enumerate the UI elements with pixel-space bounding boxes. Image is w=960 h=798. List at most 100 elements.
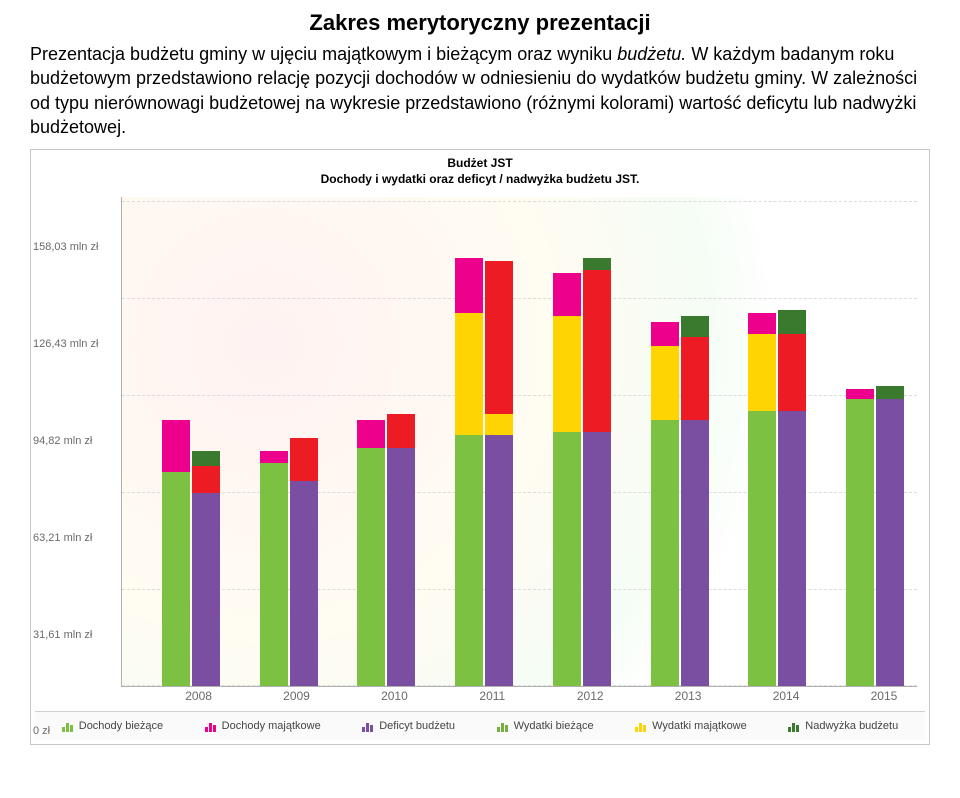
bar-segment bbox=[748, 334, 776, 411]
y-tick-label: 158,03 mln zł bbox=[33, 241, 119, 253]
bar-segment bbox=[455, 313, 483, 436]
legend: Dochody bieżąceDochody majątkoweDeficyt … bbox=[35, 711, 925, 740]
stacked-bar[interactable] bbox=[387, 414, 415, 687]
legend-swatch-icon bbox=[788, 721, 799, 732]
bar-segment bbox=[876, 399, 904, 687]
chart-container: Budżet JST Dochody i wydatki oraz deficy… bbox=[30, 149, 930, 745]
chart-title: Budżet JST Dochody i wydatki oraz deficy… bbox=[31, 150, 929, 191]
chart-title-line2: Dochody i wydatki oraz deficyt / nadwyżk… bbox=[31, 172, 929, 188]
gridline bbox=[122, 201, 917, 202]
legend-swatch-icon bbox=[497, 721, 508, 732]
bar-segment bbox=[778, 411, 806, 687]
legend-label: Wydatki majątkowe bbox=[652, 720, 747, 732]
legend-swatch-icon bbox=[635, 721, 646, 732]
bar-segment bbox=[553, 316, 581, 432]
bar-segment bbox=[260, 451, 288, 463]
x-axis-labels: 20082009201020112012201320142015 bbox=[121, 687, 917, 707]
bar-segment bbox=[162, 420, 190, 472]
legend-label: Deficyt budżetu bbox=[379, 720, 455, 732]
y-tick-label: 0 zł bbox=[33, 725, 119, 737]
x-tick-label: 2010 bbox=[381, 689, 408, 703]
stacked-bar[interactable] bbox=[846, 389, 874, 686]
bar-segment bbox=[290, 438, 318, 481]
bar-segment bbox=[553, 273, 581, 316]
bar-group bbox=[260, 438, 336, 686]
bar-segment bbox=[651, 346, 679, 420]
stacked-bar[interactable] bbox=[583, 258, 611, 687]
bar-group bbox=[455, 258, 531, 687]
y-tick-label: 31,61 mln zł bbox=[33, 629, 119, 641]
legend-label: Nadwyżka budżetu bbox=[805, 720, 898, 732]
bar-segment bbox=[260, 463, 288, 687]
x-tick-label: 2009 bbox=[283, 689, 310, 703]
intro-italic: budżetu. bbox=[617, 44, 691, 64]
chart-title-line1: Budżet JST bbox=[31, 156, 929, 172]
bar-segment bbox=[357, 420, 385, 448]
x-tick-label: 2012 bbox=[577, 689, 604, 703]
stacked-bar[interactable] bbox=[485, 261, 513, 687]
bar-segment bbox=[192, 493, 220, 686]
stacked-bar[interactable] bbox=[681, 316, 709, 687]
y-tick-label: 126,43 mln zł bbox=[33, 338, 119, 350]
bar-segment bbox=[455, 258, 483, 313]
legend-label: Wydatki bieżące bbox=[514, 720, 594, 732]
bar-segment bbox=[583, 432, 611, 686]
bar-segment bbox=[485, 261, 513, 414]
legend-item[interactable]: Nadwyżka budżetu bbox=[780, 718, 906, 734]
bar-segment bbox=[876, 386, 904, 398]
bar-group bbox=[553, 258, 629, 687]
bar-segment bbox=[846, 399, 874, 687]
bar-segment bbox=[192, 466, 220, 494]
stacked-bar[interactable] bbox=[651, 322, 679, 686]
stacked-bar[interactable] bbox=[778, 310, 806, 687]
plot-area bbox=[121, 197, 917, 687]
x-tick-label: 2013 bbox=[675, 689, 702, 703]
bar-segment bbox=[290, 481, 318, 686]
bar-segment bbox=[681, 337, 709, 420]
bar-segment bbox=[387, 448, 415, 687]
stacked-bar[interactable] bbox=[290, 438, 318, 686]
bar-segment bbox=[651, 420, 679, 686]
bar-segment bbox=[485, 435, 513, 686]
y-tick-label: 63,21 mln zł bbox=[33, 532, 119, 544]
x-tick-label: 2008 bbox=[185, 689, 212, 703]
x-tick-label: 2014 bbox=[773, 689, 800, 703]
legend-item[interactable]: Dochody majątkowe bbox=[197, 718, 329, 734]
bar-segment bbox=[387, 414, 415, 448]
bar-group bbox=[651, 316, 727, 687]
bar-segment bbox=[748, 411, 776, 687]
bar-group bbox=[357, 414, 433, 687]
stacked-bar[interactable] bbox=[553, 273, 581, 686]
legend-swatch-icon bbox=[205, 721, 216, 732]
legend-item[interactable]: Wydatki majątkowe bbox=[627, 718, 755, 734]
bar-segment bbox=[455, 435, 483, 686]
bar-segment bbox=[583, 270, 611, 432]
legend-swatch-icon bbox=[362, 721, 373, 732]
legend-item[interactable]: Wydatki bieżące bbox=[489, 718, 602, 734]
stacked-bar[interactable] bbox=[748, 313, 776, 687]
page-title: Zakres merytoryczny prezentacji bbox=[0, 0, 960, 42]
stacked-bar[interactable] bbox=[260, 451, 288, 687]
bar-segment bbox=[778, 310, 806, 335]
bar-segment bbox=[651, 322, 679, 347]
bar-segment bbox=[583, 258, 611, 270]
stacked-bar[interactable] bbox=[455, 258, 483, 687]
bar-segment bbox=[162, 472, 190, 686]
intro-part1: Prezentacja budżetu gminy w ujęciu mająt… bbox=[30, 44, 617, 64]
bar-group bbox=[748, 310, 824, 687]
stacked-bar[interactable] bbox=[192, 451, 220, 687]
bar-group bbox=[846, 386, 922, 686]
bar-segment bbox=[748, 313, 776, 334]
x-tick-label: 2015 bbox=[871, 689, 898, 703]
y-tick-label: 94,82 mln zł bbox=[33, 435, 119, 447]
stacked-bar[interactable] bbox=[162, 420, 190, 686]
bar-segment bbox=[846, 389, 874, 398]
stacked-bar[interactable] bbox=[876, 386, 904, 686]
stacked-bar[interactable] bbox=[357, 420, 385, 686]
legend-label: Dochody majątkowe bbox=[222, 720, 321, 732]
bar-segment bbox=[681, 420, 709, 686]
bar-segment bbox=[192, 451, 220, 466]
bar-segment bbox=[778, 334, 806, 411]
legend-item[interactable]: Deficyt budżetu bbox=[354, 718, 463, 734]
bar-segment bbox=[485, 414, 513, 435]
